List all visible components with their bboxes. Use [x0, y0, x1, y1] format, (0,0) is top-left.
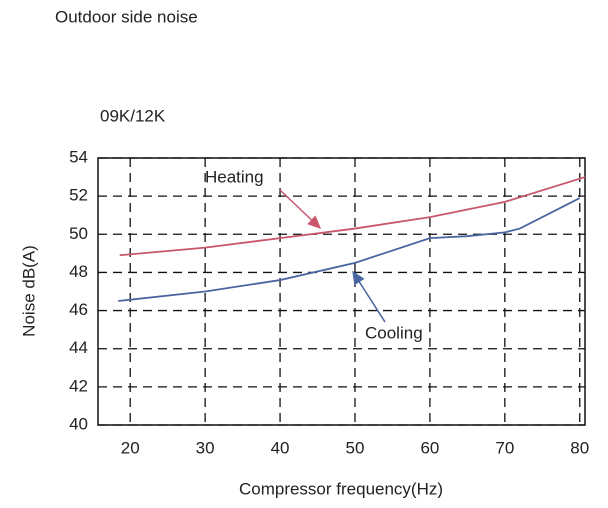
y-tick-label: 52: [69, 186, 88, 205]
plot-area: 40 42 44 46 48 50 52 54 20 30 40 50 60 70 80: [69, 147, 589, 457]
y-tick-label: 48: [69, 262, 88, 281]
series-line: [118, 197, 581, 302]
y-tick-label: 50: [69, 224, 88, 243]
series-label: Cooling: [365, 323, 423, 342]
series-line: [119, 176, 586, 257]
x-axis-label: Compressor frequency(Hz): [239, 479, 443, 498]
annotation-arrow: [279, 189, 322, 230]
chart-title: Outdoor side noise: [55, 7, 198, 26]
x-tick-label: 60: [420, 438, 439, 457]
x-tick-label: 20: [121, 438, 140, 457]
chart-subtitle: 09K/12K: [100, 106, 166, 125]
x-tick-label: 80: [570, 438, 589, 457]
x-tick-label: 70: [495, 438, 514, 457]
annotation-arrow: [352, 270, 386, 323]
y-tick-label: 46: [69, 300, 88, 319]
plot-border: [97, 157, 586, 426]
y-tick-label: 44: [69, 338, 88, 357]
x-tick-label: 50: [346, 438, 365, 457]
y-tick-label: 40: [69, 414, 88, 433]
x-tick-label: 40: [271, 438, 290, 457]
y-tick-label: 54: [69, 147, 88, 166]
y-axis-label: Noise dB(A): [19, 245, 38, 337]
y-tick-label: 42: [69, 376, 88, 395]
x-tick-label: 30: [196, 438, 215, 457]
series-label: Heating: [205, 167, 264, 186]
